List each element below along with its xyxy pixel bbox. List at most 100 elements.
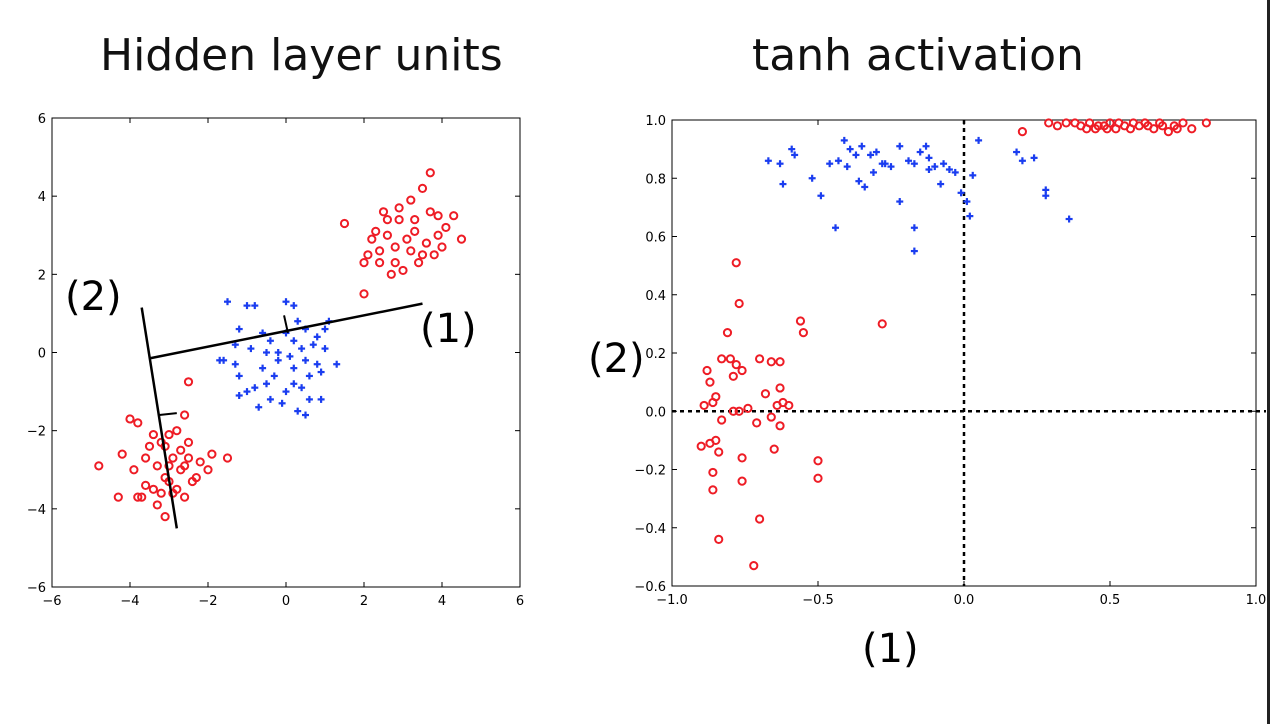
blue-plus-point (858, 142, 866, 150)
red-circle-point (1082, 124, 1092, 134)
blue-plus-point (278, 399, 286, 407)
blue-plus-point (298, 345, 306, 353)
red-circle-point (775, 383, 785, 393)
red-circle-point (406, 195, 416, 205)
red-circle-point (133, 418, 143, 428)
red-circle-point (117, 449, 127, 459)
blue-plus-point (834, 157, 842, 165)
blue-plus-point (937, 180, 945, 188)
red-circle-point (755, 514, 765, 524)
blue-plus-point (887, 163, 895, 171)
y-tick-label: 0.4 (645, 289, 666, 304)
red-circle-point (702, 365, 712, 376)
y-tick-label: 0.6 (645, 231, 666, 246)
red-circle-point (717, 354, 727, 364)
blue-plus-point (243, 388, 251, 396)
blue-plus-point (313, 360, 321, 368)
projection-axis-1 (149, 302, 423, 360)
red-circle-point (728, 371, 738, 381)
blue-plus-point (916, 148, 924, 156)
blue-plus-point (274, 349, 282, 356)
blue-plus-point (1018, 157, 1026, 165)
blue-plus-point (940, 160, 948, 168)
red-circle-point (737, 476, 747, 486)
blue-plus-point (274, 356, 282, 364)
red-circle-point (1061, 118, 1071, 128)
red-circle-point (339, 218, 350, 229)
red-circle-point (1163, 127, 1174, 137)
blue-plus-point (925, 154, 933, 162)
blue-plus-point (910, 247, 918, 255)
x-tick-label: −1.0 (656, 593, 688, 608)
x-tick-label: −2 (198, 594, 217, 609)
red-circle-point (172, 426, 182, 436)
red-circle-point (180, 461, 190, 471)
red-circle-point (714, 534, 724, 545)
red-circle-point (775, 421, 785, 431)
red-circle-point (1044, 118, 1054, 128)
blue-plus-point (840, 136, 848, 144)
blue-plus-point (290, 364, 298, 372)
blue-plus-point (251, 384, 259, 392)
blue-plus-point (290, 302, 298, 310)
red-circle-point (717, 415, 727, 425)
y-tick-label: 4 (38, 190, 46, 205)
red-circle-point (148, 429, 158, 440)
blue-plus-point (922, 142, 930, 150)
projection-axis-2 (140, 307, 179, 529)
red-circle-point (1172, 124, 1182, 134)
blue-plus-point (963, 198, 971, 206)
blue-plus-point (779, 180, 787, 188)
blue-plus-point (975, 136, 983, 144)
x-tick-label: 0.0 (954, 593, 975, 608)
blue-plus-point (224, 298, 231, 306)
blue-plus-point (235, 325, 243, 333)
red-circle-point (180, 410, 190, 420)
y-tick-label: −0.6 (634, 580, 666, 595)
x-tick-label: 0.5 (1100, 593, 1121, 608)
red-circle-point (705, 438, 715, 448)
blue-plus-point (869, 168, 877, 176)
blue-plus-point (951, 168, 959, 176)
red-circle-point (94, 461, 104, 471)
x-tick-label: −6 (42, 594, 61, 609)
red-circle-point (1201, 118, 1211, 128)
x-tick-label: −0.5 (802, 593, 834, 608)
blue-plus-point (216, 356, 224, 364)
red-circle-point (708, 467, 718, 478)
x-tick-label: −4 (120, 594, 139, 609)
red-circle-point (433, 230, 443, 240)
blue-plus-point (317, 368, 325, 376)
red-circle-point (795, 316, 806, 326)
blue-plus-point (969, 171, 977, 179)
red-circle-point (755, 354, 765, 364)
red-circle-point (375, 246, 385, 256)
red-circle-point (382, 230, 392, 240)
blue-plus-point (302, 356, 309, 364)
y-tick-label: −4 (27, 503, 46, 518)
blue-plus-point (235, 391, 243, 399)
red-circle-point (456, 234, 467, 244)
annotation-1: (1) (420, 306, 477, 352)
blue-plus-point (861, 183, 869, 191)
blue-plus-point (896, 198, 904, 206)
blue-plus-point (776, 160, 784, 168)
red-circle-point (722, 328, 733, 338)
red-circle-point (421, 238, 431, 248)
y-tick-label: 1.0 (645, 114, 666, 129)
y-tick-label: 0.0 (645, 405, 666, 420)
y-tick-label: −0.2 (634, 464, 666, 479)
blue-plus-point (243, 302, 251, 310)
red-circle-point (375, 258, 385, 268)
blue-plus-point (286, 352, 294, 360)
red-circle-point (406, 246, 416, 256)
blue-plus-point (910, 160, 918, 168)
blue-plus-point (817, 192, 825, 200)
blue-plus-point (317, 395, 325, 403)
red-circle-point (168, 453, 178, 463)
blue-plus-point (259, 364, 267, 372)
blue-plus-point (1030, 154, 1038, 162)
red-circle-point (414, 258, 424, 268)
red-circle-point (699, 400, 709, 411)
blue-plus-point (881, 160, 889, 168)
